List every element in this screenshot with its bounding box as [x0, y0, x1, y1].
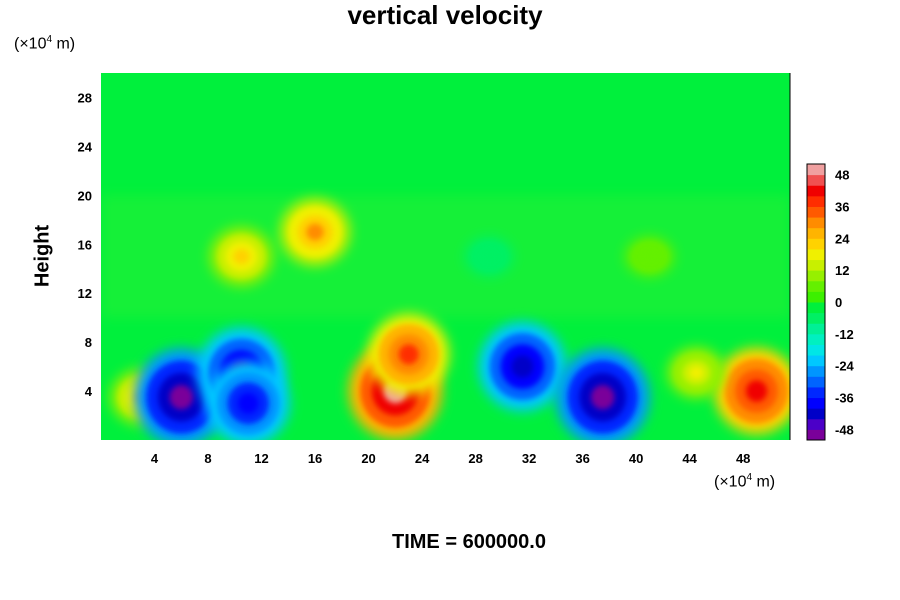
y-tick-label: 8	[85, 335, 92, 350]
colorbar-swatch	[807, 280, 825, 292]
colorbar-swatch	[807, 344, 825, 356]
x-tick-label: 44	[682, 451, 697, 466]
y-tick-label: 12	[78, 286, 92, 301]
colorbar-swatch	[807, 302, 825, 314]
x-tick-label: 48	[736, 451, 750, 466]
colorbar-tick-label: -48	[835, 422, 854, 437]
field-feature	[237, 392, 259, 414]
colorbar-tick-label: 36	[835, 199, 849, 214]
field-feature	[590, 385, 615, 410]
velocity-field	[101, 195, 790, 440]
field-feature	[233, 249, 250, 264]
x-tick-label: 32	[522, 451, 536, 466]
colorbar-swatch	[807, 206, 825, 218]
x-tick-label: 8	[204, 451, 211, 466]
colorbar-tick-label: 48	[835, 168, 849, 183]
field-feature	[398, 344, 419, 365]
x-tick-label: 20	[361, 451, 375, 466]
y-axis-label: Height	[31, 224, 54, 288]
colorbar-swatch	[807, 408, 825, 420]
colorbar-swatch	[807, 217, 825, 229]
colorbar-tick-label: 12	[835, 263, 849, 278]
colorbar-swatch	[807, 238, 825, 250]
colorbar-swatch	[807, 248, 825, 261]
colorbar-swatch	[807, 386, 825, 399]
y-tick-label: 4	[85, 384, 93, 399]
field-feature	[306, 223, 324, 241]
colorbar-swatch	[807, 418, 825, 430]
colorbar-swatch	[807, 259, 825, 271]
colorbar-tick-label: -24	[835, 359, 855, 374]
colorbar-tick-label: 24	[835, 231, 850, 246]
colorbar-tick-label: -12	[835, 327, 854, 342]
field-feature	[745, 380, 768, 402]
colorbar-swatch	[807, 365, 825, 377]
colorbar-border	[806, 163, 826, 441]
x-tick-label: 24	[415, 451, 430, 466]
y-axis: 4 8 12 16 20 24 28	[78, 90, 93, 399]
colorbar-swatch	[807, 376, 825, 388]
colorbar-swatch	[807, 355, 825, 367]
time-label: TIME = 600000.0	[392, 531, 546, 553]
colorbar-swatch	[807, 174, 825, 186]
y-tick-label: 16	[78, 237, 92, 252]
colorbar-swatch	[807, 270, 825, 282]
x-tick-label: 40	[629, 451, 643, 466]
colorbar-swatch	[807, 195, 825, 207]
colorbar-swatch	[807, 164, 825, 176]
field-feature	[169, 385, 193, 410]
colorbar-swatch	[807, 185, 825, 197]
x-unit-label: (×104 m)	[714, 472, 776, 491]
colorbar-swatch	[807, 323, 825, 335]
colorbar-swatch	[807, 333, 825, 345]
colorbar-tick-label: -36	[835, 391, 854, 406]
field-feature	[482, 251, 496, 262]
colorbar-tick-label: 0	[835, 295, 842, 310]
colorbar-swatch	[807, 227, 825, 239]
colorbar: 48 36 24 12 0 -12 -24 -36 -48	[806, 163, 855, 441]
colorbar-swatch	[807, 397, 825, 409]
x-tick-label: 28	[468, 451, 482, 466]
x-tick-label: 16	[308, 451, 322, 466]
colorbar-swatch	[807, 429, 825, 441]
field-feature	[689, 366, 704, 380]
field-feature	[511, 355, 534, 378]
x-tick-label: 12	[254, 451, 268, 466]
x-tick-label: 36	[575, 451, 589, 466]
y-tick-label: 20	[78, 188, 92, 203]
colorbar-swatch	[807, 291, 825, 303]
colorbar-swatch	[807, 312, 825, 324]
chart-title: vertical velocity	[347, 0, 543, 30]
y-unit-label: (×104 m)	[14, 34, 76, 53]
field-feature	[643, 251, 656, 262]
x-tick-label: 4	[151, 451, 159, 466]
x-axis: 4 8 12 16 20 24 28 32 36 40 44 48	[151, 451, 751, 466]
y-tick-label: 28	[78, 90, 92, 105]
y-tick-label: 24	[78, 139, 93, 154]
